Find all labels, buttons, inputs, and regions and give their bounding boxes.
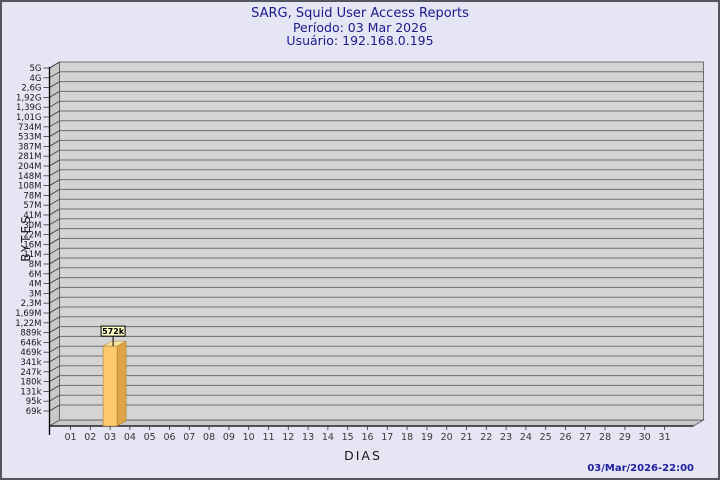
y-tick-label: 1,22M xyxy=(15,319,41,329)
chart-header: SARG, Squid User Access Reports Período:… xyxy=(2,6,718,48)
bar-day-03: 572k xyxy=(100,325,128,427)
x-tick-label: 27 xyxy=(579,432,591,443)
y-tick-label: 1,69M xyxy=(15,309,41,319)
y-tick-label: 8M xyxy=(29,260,42,270)
x-tick-label: 30 xyxy=(639,432,651,443)
y-tick-label: 69k xyxy=(26,407,42,417)
x-tick-label: 22 xyxy=(480,432,492,443)
x-tick-label: 24 xyxy=(520,432,532,443)
x-tick-label: 28 xyxy=(599,432,611,443)
x-axis-labels: 01 02 03 04 05 06 07 08 09 10 11 12 13 14 15 16 17 18 19 20… xyxy=(64,426,671,443)
x-tick-label: 21 xyxy=(460,432,472,443)
x-tick-label: 16 xyxy=(361,432,373,443)
x-tick-label: 19 xyxy=(421,432,433,443)
x-axis-title: DIAS xyxy=(344,448,382,463)
y-tick-label: 889k xyxy=(20,329,41,339)
y-tick-label: 3M xyxy=(29,289,42,299)
y-axis-title: BYTES xyxy=(19,214,33,262)
y-tick-label: 11M xyxy=(23,250,41,260)
bar-value-label: 572k xyxy=(102,327,125,336)
y-tick-label: 41M xyxy=(23,211,41,221)
y-tick-label: 148M xyxy=(18,172,42,182)
y-gridlines xyxy=(49,61,704,412)
y-axis-labels: 5G4G2,6G1,92G1,39G1,01G734M533M387M281M2… xyxy=(15,64,50,417)
chart-period: Período: 03 Mar 2026 xyxy=(292,20,428,35)
x-tick-label: 20 xyxy=(441,432,453,443)
y-tick-label: 1,39G xyxy=(16,103,42,113)
y-tick-label: 78M xyxy=(23,191,41,201)
y-tick-label: 2,3M xyxy=(21,299,42,309)
y-tick-label: 734M xyxy=(18,123,42,133)
plot-walls xyxy=(48,61,705,427)
x-tick-label: 23 xyxy=(500,432,512,443)
x-tick-label: 07 xyxy=(183,432,195,443)
x-tick-label: 11 xyxy=(262,432,274,443)
y-tick-label: 2,6G xyxy=(21,84,41,94)
x-tick-label: 18 xyxy=(401,432,413,443)
x-tick-label: 02 xyxy=(84,432,96,443)
y-tick-label: 4M xyxy=(29,280,42,290)
x-tick-label: 13 xyxy=(302,432,314,443)
bar-series: 572k xyxy=(100,325,128,427)
generation-timestamp: 03/Mar/2026-22:00 xyxy=(587,463,694,474)
chart-title: SARG, Squid User Access Reports xyxy=(251,6,469,21)
y-tick-label: 16M xyxy=(23,240,41,250)
x-tick-label: 12 xyxy=(282,432,294,443)
y-tick-label: 180k xyxy=(20,378,41,388)
y-tick-label: 6M xyxy=(29,270,42,280)
x-tick-label: 26 xyxy=(559,432,571,443)
x-tick-label: 14 xyxy=(322,432,334,443)
y-tick-label: 646k xyxy=(20,338,41,348)
y-tick-label: 341k xyxy=(20,358,41,368)
chart-user: Usuário: 192.168.0.195 xyxy=(286,33,434,48)
y-tick-label: 95k xyxy=(26,397,42,407)
x-tick-label: 03 xyxy=(104,432,116,443)
x-tick-label: 10 xyxy=(243,432,255,443)
axes xyxy=(48,67,694,435)
bar-value-flag: 572k xyxy=(100,325,126,347)
y-tick-label: 204M xyxy=(18,162,42,172)
y-tick-label: 22M xyxy=(23,231,41,241)
y-tick-label: 30M xyxy=(23,221,41,231)
y-tick-label: 1,92G xyxy=(16,93,42,103)
x-tick-label: 01 xyxy=(64,432,76,443)
y-tick-label: 533M xyxy=(18,133,42,143)
x-tick-label: 06 xyxy=(163,432,175,443)
y-tick-label: 131k xyxy=(20,387,41,397)
y-tick-label: 108M xyxy=(18,182,42,192)
x-tick-label: 25 xyxy=(540,432,552,443)
y-tick-label: 4G xyxy=(30,74,42,84)
y-tick-label: 469k xyxy=(20,348,41,358)
x-tick-label: 09 xyxy=(223,432,235,443)
x-tick-label: 29 xyxy=(619,432,631,443)
y-tick-label: 5G xyxy=(30,64,42,74)
x-tick-label: 31 xyxy=(658,432,670,443)
y-tick-label: 1,01G xyxy=(16,113,42,123)
x-tick-label: 08 xyxy=(203,432,215,443)
x-tick-label: 04 xyxy=(124,432,136,443)
y-tick-label: 57M xyxy=(23,201,41,211)
y-tick-label: 247k xyxy=(20,368,41,378)
x-tick-label: 05 xyxy=(144,432,156,443)
y-tick-label: 387M xyxy=(18,142,42,152)
x-tick-label: 17 xyxy=(381,432,393,443)
y-tick-label: 281M xyxy=(18,152,42,162)
x-tick-label: 15 xyxy=(342,432,354,443)
